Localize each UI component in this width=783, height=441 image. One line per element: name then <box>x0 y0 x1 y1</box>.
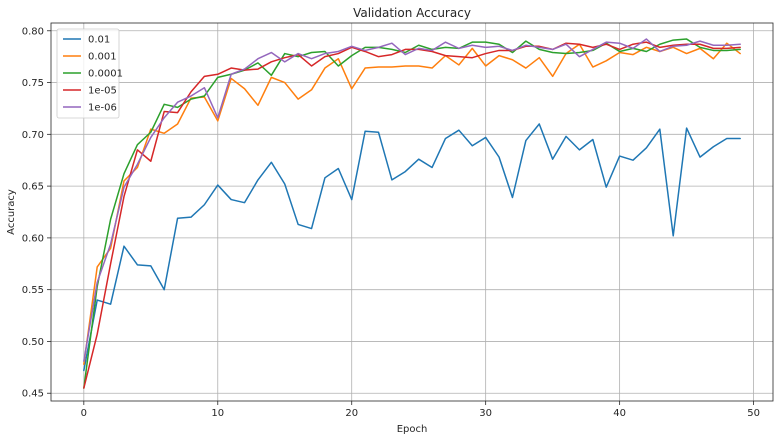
legend-label: 0.001 <box>88 52 117 63</box>
x-tick-label: 20 <box>345 408 358 419</box>
x-axis-title: Epoch <box>397 424 428 435</box>
axis-ticks: 0 10 20 30 40 50 0.45 0.50 0.55 0.60 0.65 0.70 0.75 0… <box>22 26 760 419</box>
legend-label: 0.01 <box>88 35 110 46</box>
x-tick-label: 0 <box>81 408 87 419</box>
y-tick-label: 0.70 <box>22 130 44 141</box>
legend-label: 0.0001 <box>88 69 123 80</box>
series-lines <box>83 38 741 389</box>
chart-title: Validation Accuracy <box>353 6 471 20</box>
x-tick-label: 30 <box>479 408 492 419</box>
y-tick-label: 0.65 <box>22 182 44 193</box>
series-line-1e-05 <box>83 41 741 389</box>
y-tick-label: 0.45 <box>22 389 44 400</box>
series-line-1e-06 <box>83 38 741 362</box>
legend-label: 1e-06 <box>88 103 117 114</box>
x-tick-label: 10 <box>211 408 224 419</box>
legend-label: 1e-05 <box>88 86 117 97</box>
y-tick-label: 0.55 <box>22 285 44 296</box>
x-tick-label: 50 <box>747 408 760 419</box>
y-tick-label: 0.80 <box>22 26 44 37</box>
plot-area-frame <box>50 22 774 402</box>
y-axis-title: Accuracy <box>6 189 17 235</box>
y-tick-label: 0.75 <box>22 78 44 89</box>
series-line-0.01 <box>83 123 741 372</box>
x-tick-label: 40 <box>613 408 626 419</box>
legend: 0.01 0.001 0.0001 1e-05 1e-06 <box>56 28 123 119</box>
legend-box <box>56 28 120 119</box>
y-tick-label: 0.60 <box>22 233 44 244</box>
grid-lines <box>51 23 773 401</box>
y-tick-label: 0.50 <box>22 337 44 348</box>
